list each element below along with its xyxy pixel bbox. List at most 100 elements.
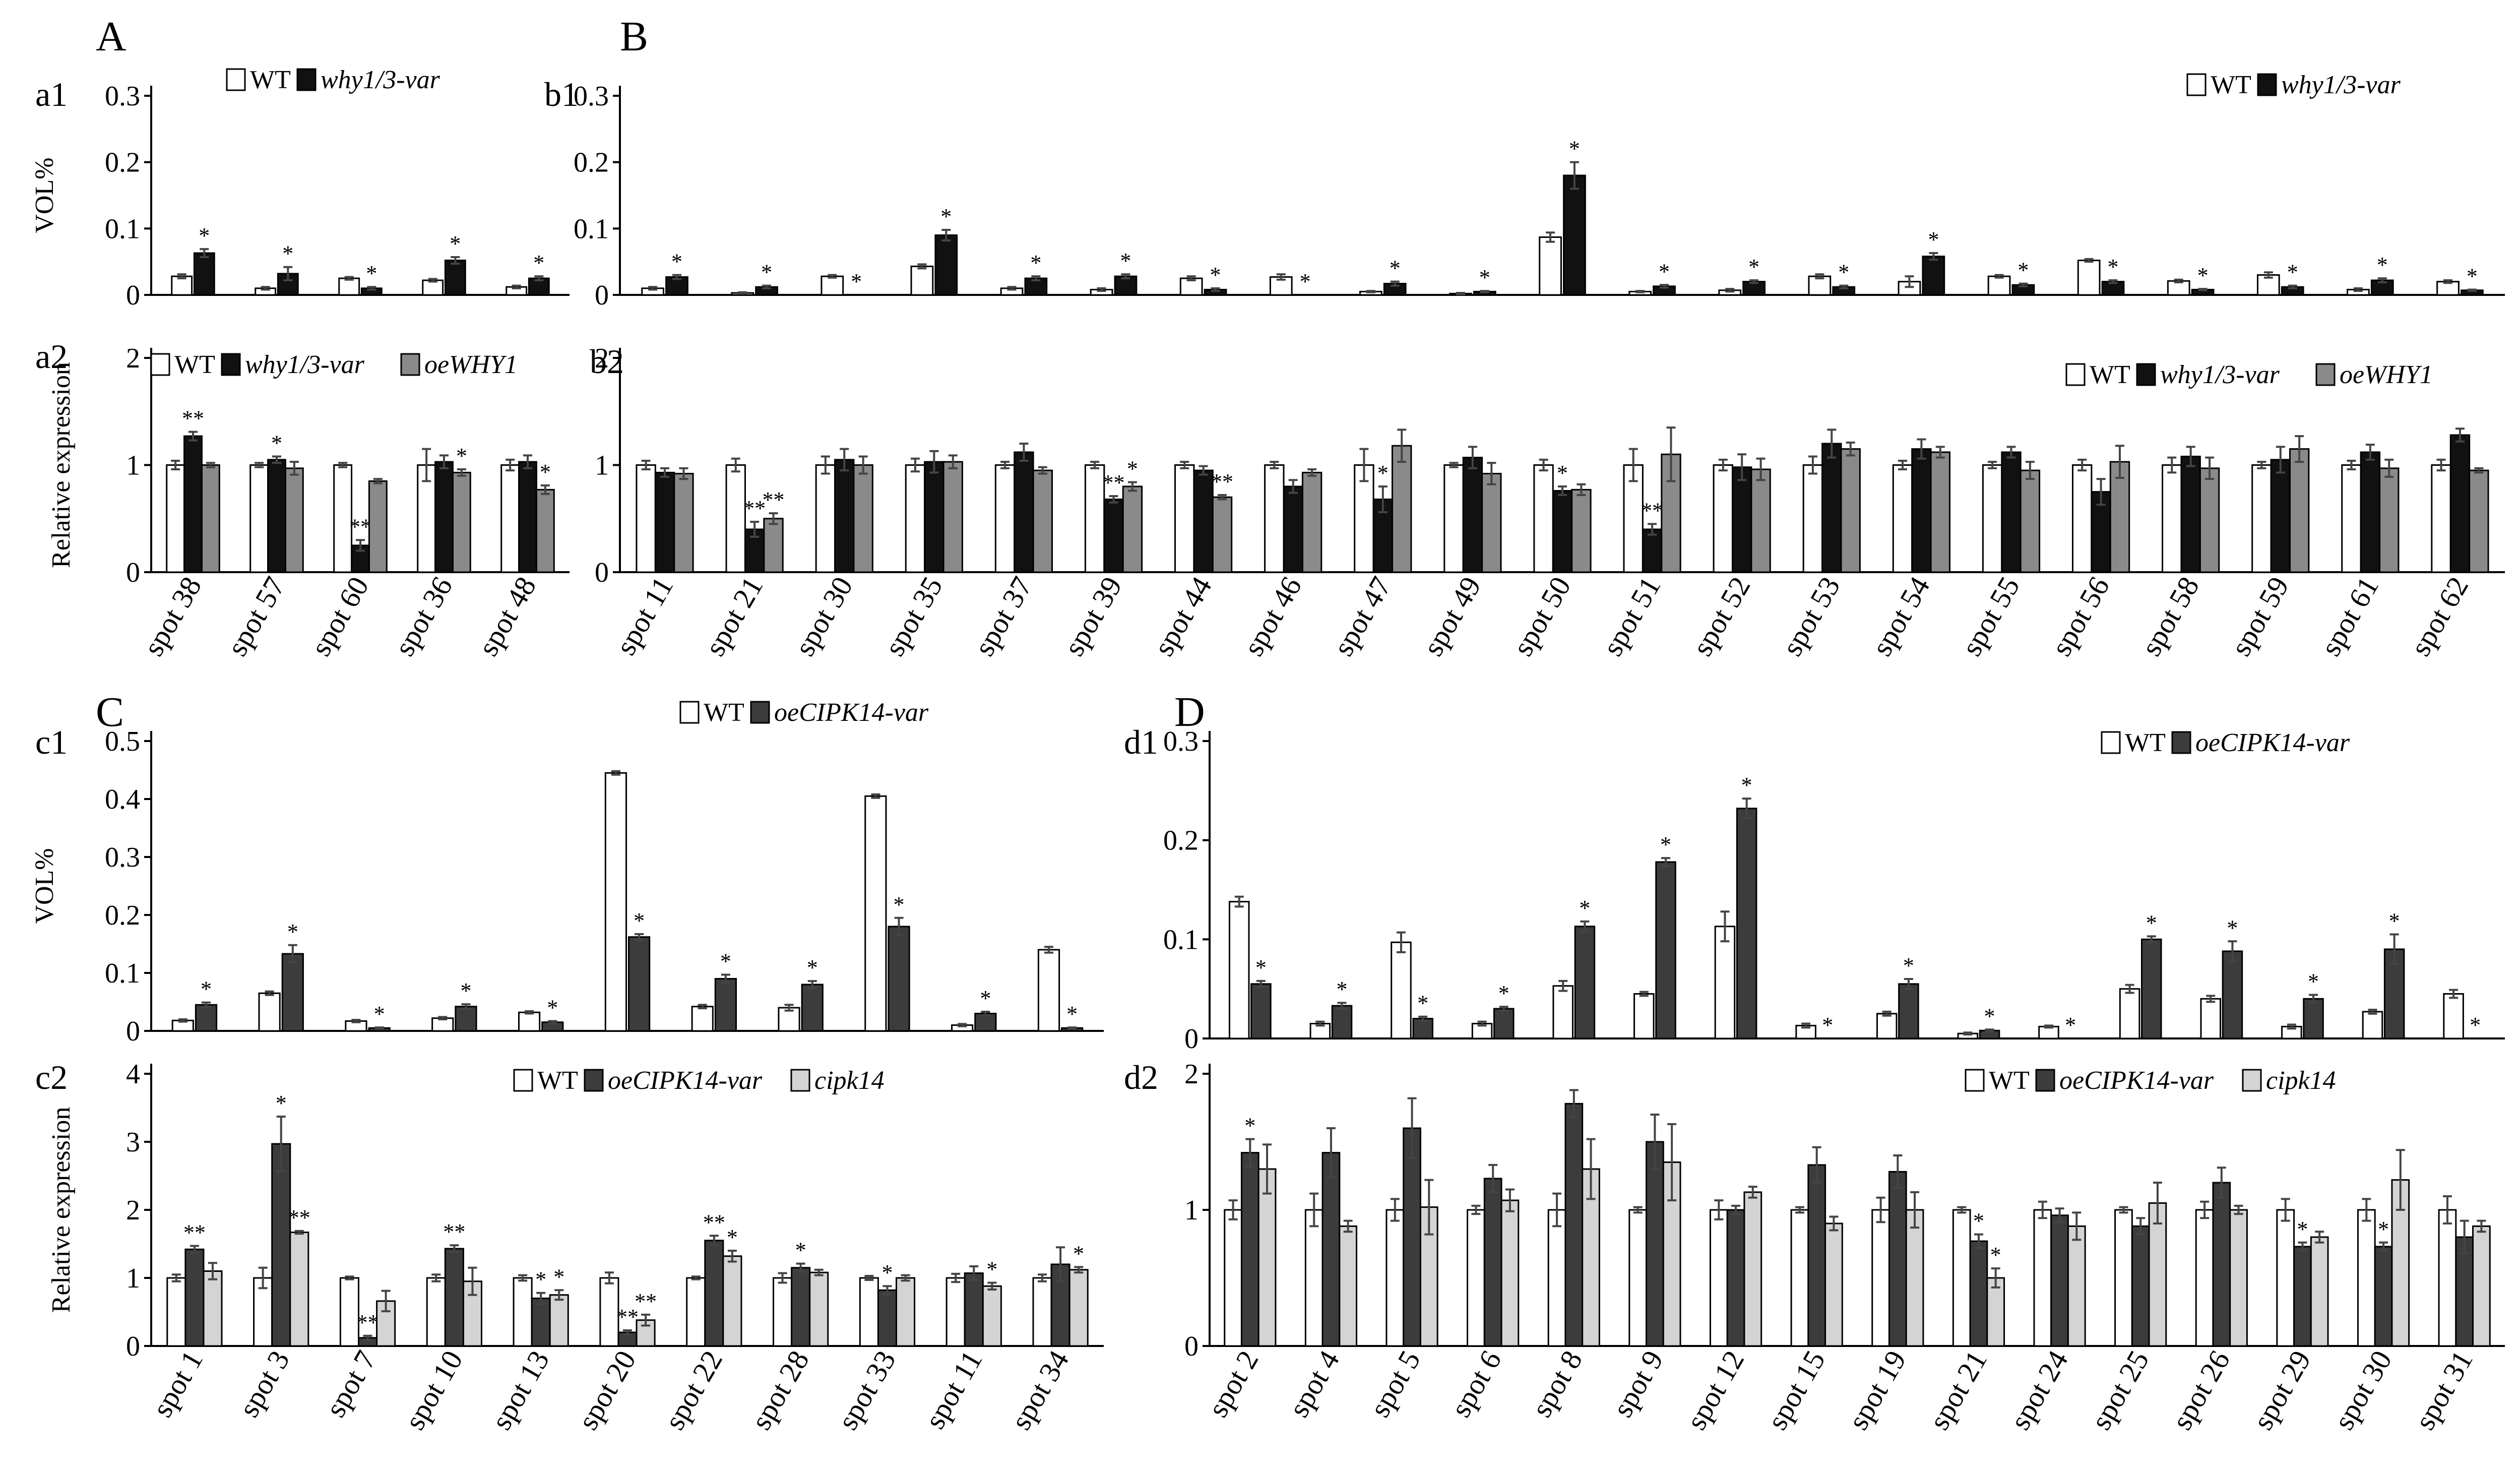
- legend-label: oeWHY1: [2340, 360, 2433, 389]
- bar-wt-spot-20: [599, 1277, 619, 1347]
- bar-wt-spot-29: [2276, 1209, 2295, 1347]
- legend-a1: WT why1/3-var: [226, 66, 440, 94]
- significance-mark: *: [1066, 1002, 1078, 1026]
- significance-mark: *: [720, 949, 731, 973]
- bar-wt-spot-57: [249, 464, 269, 573]
- significance-mark: *: [1120, 249, 1131, 273]
- significance-mark: **: [763, 487, 785, 512]
- bar-oecipk14-var-spot-15: [1807, 1164, 1826, 1347]
- x-tick-label: spot 39: [1057, 571, 1128, 661]
- sub-label-c1: c1: [35, 723, 68, 761]
- bar-oecipk14-var-spot-25: [2131, 1225, 2150, 1347]
- bar-cipk14-spot-3: [289, 1232, 309, 1347]
- bar-oecipk14-var-spot-22: [714, 978, 737, 1032]
- bar-oewhy1-spot-49: [1481, 473, 1502, 573]
- y-tick-label: 0.1: [105, 958, 140, 989]
- sub-label-d2: d2: [1124, 1058, 1158, 1096]
- bar-oecipk14-var-spot-28: [791, 1267, 811, 1347]
- x-tick-label: spot 56: [2045, 571, 2116, 661]
- bar-wt-spot-30: [815, 464, 836, 573]
- sub-label-d1: d1: [1124, 723, 1158, 761]
- bar-wt-spot-34: [1037, 949, 1060, 1032]
- significance-mark: **: [349, 514, 371, 539]
- legend-d2: WT oeCIPK14-var cipk14: [1965, 1066, 2336, 1095]
- significance-mark: *: [1838, 260, 1849, 285]
- bar-oewhy1-spot-47: [1392, 445, 1412, 573]
- y-tick-label: 0.4: [105, 784, 140, 815]
- significance-mark: *: [1244, 1114, 1255, 1138]
- significance-mark: *: [271, 431, 282, 456]
- significance-mark: *: [2287, 260, 2298, 285]
- bar-why1-3-var-spot-38: [183, 435, 203, 573]
- y-tick-label: 2: [126, 1195, 140, 1226]
- bar-cipk14-spot-4: [1339, 1225, 1358, 1347]
- chart-d1: d1 0 0.1 0.2 0.3 * * * * * * * * * * * * * * * * WT oeCIPK14-v…: [1124, 723, 2505, 1055]
- bar-oecipk14-var-spot-26: [2222, 950, 2243, 1039]
- bar-wt-spot-13: [518, 1011, 541, 1032]
- panel-letter-b: B: [620, 13, 648, 60]
- significance-mark: *: [1822, 1013, 1833, 1037]
- x-tick-label: spot 36: [388, 571, 459, 661]
- bar-oewhy1-spot-57: [284, 467, 304, 573]
- bar-wt-spot-21: [1952, 1209, 1971, 1347]
- bar-wt-spot-38: [166, 464, 185, 573]
- bar-cipk14-spot-34: [1068, 1269, 1089, 1347]
- y-axis-label-a2: Relative expression: [47, 362, 76, 568]
- significance-mark: *: [1903, 953, 1914, 978]
- chart-d2: d2 0 1 2 * spot 2 spot 4 spot 5 spot 6 spot 8 spot…: [1124, 1058, 2505, 1435]
- significance-mark: *: [2227, 915, 2238, 940]
- bar-wt-spot-30: [821, 275, 844, 296]
- bar-cipk14-spot-29: [2310, 1236, 2329, 1347]
- bar-oewhy1-spot-58: [2199, 467, 2220, 573]
- significance-mark: *: [671, 250, 682, 274]
- sub-label-b2: b2: [590, 342, 624, 381]
- panel-letter-a: A: [96, 13, 127, 60]
- significance-mark: *: [366, 261, 377, 286]
- legend-swatch: [790, 1069, 810, 1092]
- panel-letter-d: D: [1174, 689, 1205, 736]
- bar-why1-3-var-spot-38: [193, 252, 215, 296]
- bar-wt-spot-15: [1795, 1024, 1816, 1039]
- significance-mark: **: [743, 496, 766, 521]
- bar-oecipk14-var-spot-26: [2212, 1182, 2231, 1347]
- significance-mark: **: [288, 1205, 310, 1230]
- chart-c1: c1 0 0.1 0.2 0.3 0.4 0.5 VOL% * * * * * * * * * * * WT oeCIP…: [30, 698, 1104, 1047]
- bar-oecipk14-var-spot-11: [974, 1013, 997, 1032]
- x-tick-label: spot 33: [831, 1345, 902, 1435]
- bar-wt-spot-38: [171, 275, 193, 296]
- y-tick-label: 0: [595, 557, 609, 588]
- sub-label-c2: c2: [35, 1058, 68, 1096]
- y-tick-label: 0: [1184, 1331, 1199, 1362]
- bar-oecipk14-var-spot-22: [704, 1240, 724, 1347]
- y-axis-label-c2: Relative expression: [47, 1107, 76, 1313]
- x-tick-label: spot 49: [1416, 571, 1487, 661]
- significance-mark: *: [2146, 910, 2157, 935]
- bar-wt-spot-58: [2162, 464, 2182, 573]
- significance-mark: **: [182, 406, 204, 431]
- bar-cipk14-spot-2: [1257, 1168, 1277, 1347]
- legend-label: oeCIPK14-var: [774, 698, 929, 727]
- y-tick-label: 0.1: [574, 213, 609, 244]
- significance-mark: **: [703, 1210, 725, 1235]
- bar-why1-3-var-spot-30: [834, 459, 855, 573]
- significance-mark: *: [1990, 1243, 2001, 1267]
- y-tick-label: 0.3: [574, 81, 609, 112]
- legend-swatch: [513, 1069, 533, 1092]
- significance-mark: **: [616, 1305, 639, 1329]
- significance-mark: *: [2065, 1013, 2076, 1037]
- significance-mark: *: [1073, 1241, 1084, 1266]
- bar-wt-spot-25: [2119, 988, 2140, 1039]
- legend-swatch: [2065, 363, 2086, 386]
- bar-wt-spot-34: [1032, 1277, 1052, 1347]
- x-tick-label: spot 25: [2085, 1345, 2156, 1435]
- significance-mark: *: [1255, 955, 1267, 980]
- bar-oewhy1-spot-11: [673, 473, 694, 573]
- y-tick-label: 3: [126, 1127, 140, 1158]
- legend-label: WT: [2125, 728, 2166, 757]
- x-tick-label: spot 19: [1842, 1345, 1913, 1435]
- bar-cipk14-spot-19: [1905, 1209, 1924, 1347]
- legend-c1: WT oeCIPK14-var: [679, 698, 929, 727]
- bar-oecipk14-var-spot-1: [184, 1248, 205, 1347]
- bar-cipk14-spot-6: [1500, 1199, 1520, 1347]
